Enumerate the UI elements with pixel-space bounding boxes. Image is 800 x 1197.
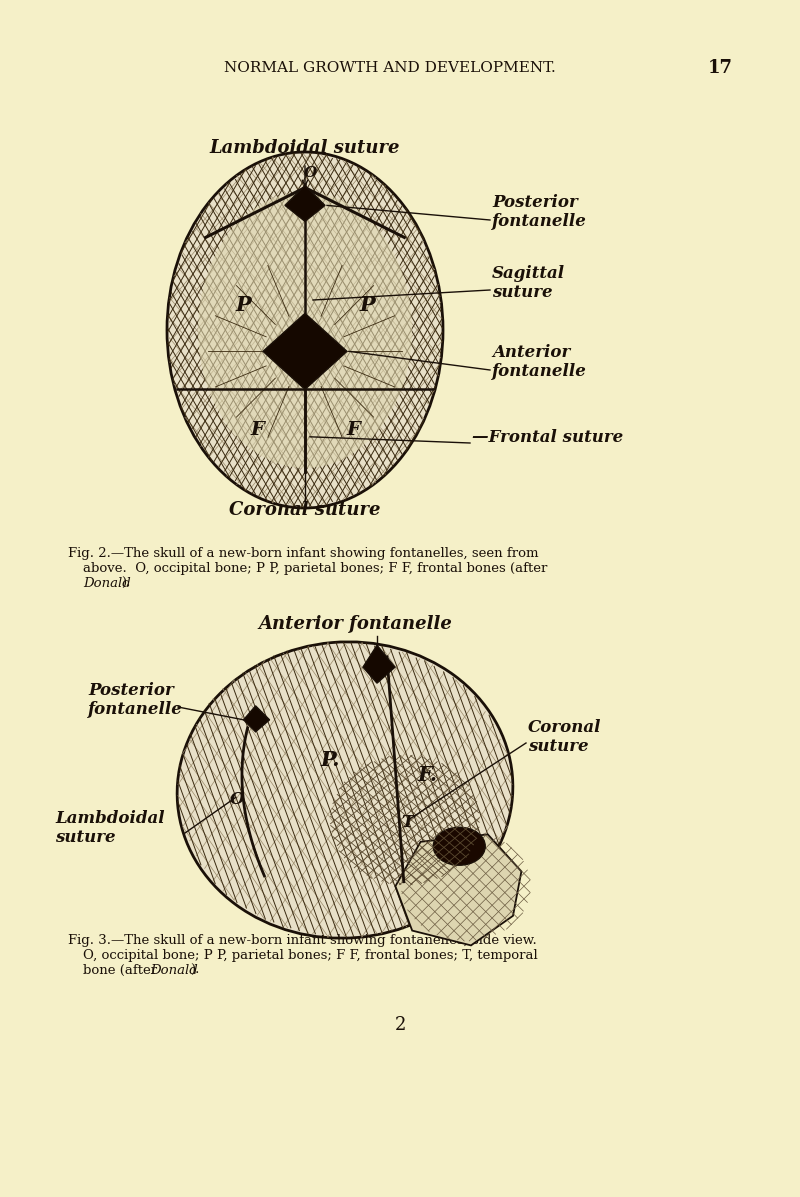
Ellipse shape	[198, 192, 412, 468]
Text: P: P	[235, 294, 251, 315]
Text: Posterior
fontanelle: Posterior fontanelle	[492, 194, 587, 230]
Text: P.: P.	[320, 751, 340, 770]
Text: Sagittal
suture: Sagittal suture	[492, 265, 565, 302]
Text: 17: 17	[707, 59, 733, 77]
Polygon shape	[363, 645, 395, 683]
Text: bone (after: bone (after	[83, 964, 162, 977]
Text: Lambdoidal suture: Lambdoidal suture	[210, 139, 400, 157]
Text: Anterior
fontanelle: Anterior fontanelle	[492, 344, 587, 381]
Text: F: F	[250, 420, 264, 438]
Ellipse shape	[434, 827, 486, 865]
Text: 2: 2	[394, 1016, 406, 1034]
Text: Posterior
fontanelle: Posterior fontanelle	[88, 682, 183, 718]
Text: Anterior fontanelle: Anterior fontanelle	[258, 615, 452, 633]
Text: P: P	[359, 294, 375, 315]
Text: T: T	[401, 814, 413, 831]
Text: Donald: Donald	[83, 577, 130, 590]
Text: Coronal
suture: Coronal suture	[528, 718, 602, 755]
Text: Fig. 3.—The skull of a new-born infant showing fontanelles, side view.: Fig. 3.—The skull of a new-born infant s…	[68, 934, 537, 947]
Text: ).: ).	[190, 964, 199, 977]
Text: Donald: Donald	[150, 964, 198, 977]
Text: Coronal suture: Coronal suture	[230, 502, 381, 519]
Polygon shape	[285, 186, 325, 221]
Polygon shape	[263, 314, 347, 389]
Text: ).: ).	[121, 577, 130, 590]
Text: above.  O, occipital bone; P P, parietal bones; F F, frontal bones (after: above. O, occipital bone; P P, parietal …	[83, 563, 547, 575]
Polygon shape	[243, 706, 270, 731]
Text: O: O	[230, 791, 245, 808]
Text: Fig. 2.—The skull of a new-born infant showing fontanelles, seen from: Fig. 2.—The skull of a new-born infant s…	[68, 547, 538, 560]
Text: Lambdoidal
suture: Lambdoidal suture	[55, 809, 165, 846]
Text: F: F	[346, 420, 360, 438]
Text: NORMAL GROWTH AND DEVELOPMENT.: NORMAL GROWTH AND DEVELOPMENT.	[224, 61, 556, 75]
Ellipse shape	[167, 152, 443, 508]
Text: O: O	[303, 166, 317, 181]
Polygon shape	[395, 834, 522, 946]
Text: O, occipital bone; P P, parietal bones; F F, frontal bones; T, temporal: O, occipital bone; P P, parietal bones; …	[83, 949, 538, 962]
Text: F.: F.	[417, 765, 437, 785]
Ellipse shape	[177, 642, 513, 938]
Text: —Frontal suture: —Frontal suture	[472, 429, 623, 445]
